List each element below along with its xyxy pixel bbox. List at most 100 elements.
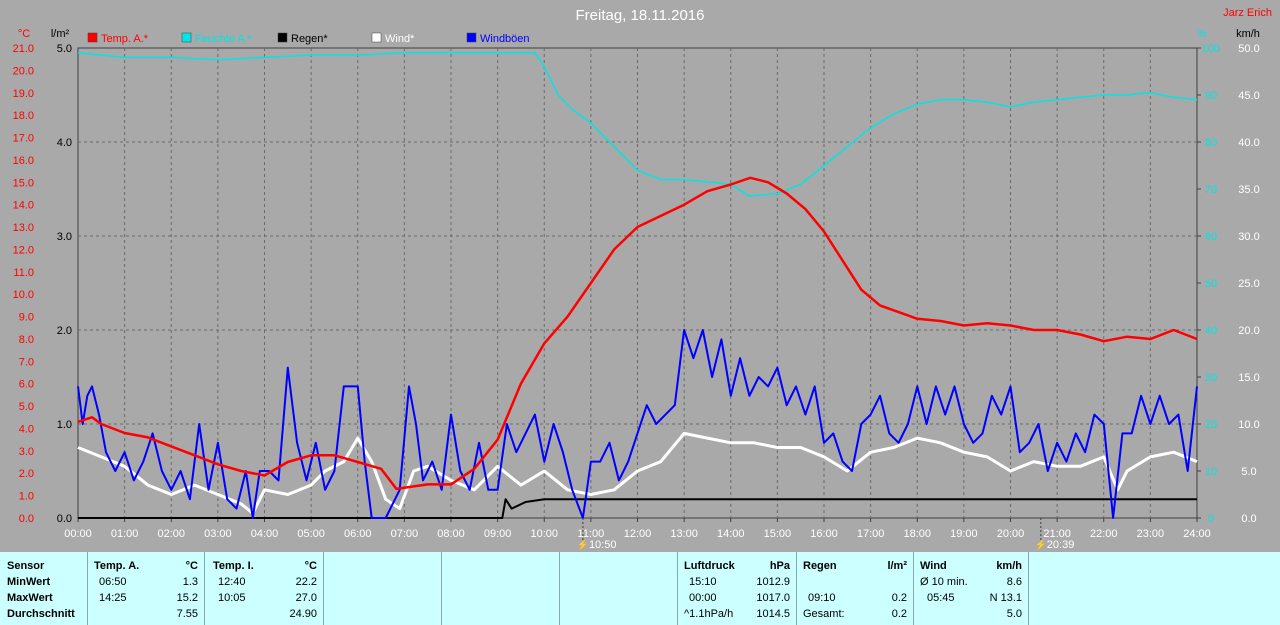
rain-tick-label: 4.0 — [57, 137, 72, 149]
stats-temp-i-avg-value: 24.90 — [289, 608, 317, 620]
temp-tick-label: 11.0 — [13, 267, 34, 279]
statistics-panel: Sensor MinWert MaxWert Durchschnitt Temp… — [0, 552, 1280, 625]
marker-label: 10:50 — [589, 539, 617, 551]
legend-swatch — [87, 32, 98, 43]
wind-tick-label: 0.0 — [1241, 513, 1256, 525]
x-tick-label: 20:00 — [997, 528, 1025, 540]
stats-wind-avg10-label: Ø 10 min. — [920, 576, 968, 588]
stats-pressure-unit: hPa — [769, 560, 790, 572]
stats-row-max-label: MaxWert — [7, 592, 53, 604]
x-tick-label: 09:00 — [484, 528, 512, 540]
x-tick-label: 08:00 — [437, 528, 465, 540]
stats-wind-unit: km/h — [996, 560, 1022, 572]
stats-rain-total-label: Gesamt: — [803, 608, 845, 620]
temp-tick-label: 17.0 — [13, 133, 34, 145]
temp-tick-label: 0.0 — [19, 513, 34, 525]
stats-empty-column — [324, 552, 442, 625]
x-tick-label: 05:00 — [297, 528, 325, 540]
x-tick-label: 13:00 — [670, 528, 698, 540]
legend-swatch — [277, 32, 288, 43]
temp-tick-label: 1.0 — [19, 491, 34, 503]
rain-axis-unit: l/m² — [51, 28, 70, 40]
stats-pressure-max-value: 1017.0 — [756, 592, 790, 604]
stats-temp-i-header: Temp. I. — [213, 560, 254, 572]
legend-label: Regen* — [291, 33, 328, 45]
stats-wind-max-value: N 13.1 — [989, 592, 1022, 604]
stats-temp-i-max-time: 10:05 — [218, 592, 246, 604]
wind-tick-label: 10.0 — [1238, 419, 1259, 431]
temp-tick-label: 7.0 — [19, 356, 34, 368]
humidity-tick-label: 30 — [1205, 372, 1217, 384]
legend-swatch — [466, 32, 477, 43]
series-line-feuchte-a — [77, 51, 1198, 197]
plot-series — [77, 51, 1198, 519]
temp-tick-label: 9.0 — [19, 312, 34, 324]
stats-temp-a-min-value: 1.3 — [182, 576, 198, 588]
legend-label: Wind* — [385, 33, 415, 45]
stats-empty-column — [442, 552, 560, 625]
x-tick-label: 18:00 — [903, 528, 931, 540]
temp-tick-label: 12.0 — [13, 244, 34, 256]
x-tick-label: 01:00 — [111, 528, 139, 540]
stats-pressure-min-time: 15:10 — [689, 576, 717, 588]
x-tick-label: 00:00 — [64, 528, 92, 540]
temp-tick-label: 6.0 — [19, 379, 34, 391]
x-tick-label: 19:00 — [950, 528, 978, 540]
stats-wind-avg-value: 5.0 — [1006, 608, 1022, 620]
stats-empty-column — [560, 552, 678, 625]
series-line-windb-en — [77, 329, 1198, 519]
wind-tick-label: 15.0 — [1238, 372, 1259, 384]
stats-temp-i-max-value: 27.0 — [295, 592, 317, 604]
humidity-tick-label: 50 — [1205, 278, 1217, 290]
rain-tick-label: 5.0 — [57, 43, 72, 55]
stats-temp-i-column: Temp. I. °C 12:40 22.2 10:05 27.0 24.90 — [205, 552, 324, 625]
temp-tick-label: 14.0 — [13, 200, 34, 212]
stats-rain-max-value: 0.2 — [891, 592, 907, 604]
stats-rain-header: Regen — [803, 560, 837, 572]
wind-tick-label: 20.0 — [1238, 325, 1259, 337]
temp-axis-unit: °C — [18, 28, 30, 40]
wind-tick-label: 25.0 — [1238, 278, 1259, 290]
wind-tick-label: 45.0 — [1238, 90, 1259, 102]
stats-temp-i-min-value: 22.2 — [295, 576, 317, 588]
rain-tick-label: 1.0 — [57, 419, 72, 431]
legend-label: Temp. A.* — [101, 33, 149, 45]
stats-rain-max-time: 09:10 — [808, 592, 836, 604]
x-tick-label: 17:00 — [857, 528, 885, 540]
stats-pressure-trend: ^1.1hPa/h — [684, 608, 734, 620]
series-line-wind — [77, 431, 1198, 515]
stats-temp-a-unit: °C — [185, 560, 198, 572]
x-tick-label: 22:00 — [1090, 528, 1118, 540]
stats-sensor-header: Sensor — [7, 560, 45, 572]
legend-swatch — [181, 32, 192, 43]
wind-tick-label: 30.0 — [1238, 231, 1259, 243]
rain-tick-label: 0.0 — [57, 513, 72, 525]
x-tick-label: 15:00 — [764, 528, 792, 540]
stats-pressure-avg-value: 1014.5 — [756, 608, 790, 620]
humidity-tick-label: 80 — [1205, 137, 1217, 149]
stats-temp-a-min-time: 06:50 — [99, 576, 127, 588]
legend-swatch — [371, 32, 382, 43]
temp-tick-label: 5.0 — [19, 401, 34, 413]
x-tick-label: 16:00 — [810, 528, 838, 540]
x-tick-label: 11:00 — [578, 528, 605, 540]
temp-tick-label: 20.0 — [13, 65, 34, 77]
temp-tick-label: 2.0 — [19, 468, 34, 480]
author-label: Jarz Erich — [1223, 7, 1272, 19]
humidity-tick-label: 60 — [1205, 231, 1217, 243]
stats-pressure-min-value: 1012.9 — [756, 576, 790, 588]
stats-temp-i-unit: °C — [304, 560, 317, 572]
x-tick-label: 06:00 — [344, 528, 372, 540]
rain-tick-label: 2.0 — [57, 325, 72, 337]
temp-tick-label: 16.0 — [13, 155, 34, 167]
legend-label: Windböen — [480, 33, 530, 45]
wind-axis-unit: km/h — [1236, 28, 1260, 40]
temp-tick-label: 21.0 — [13, 43, 34, 55]
rain-tick-label: 3.0 — [57, 231, 72, 243]
stats-wind-header: Wind — [920, 560, 947, 572]
humidity-tick-label: 10 — [1205, 466, 1217, 478]
humidity-tick-label: 70 — [1205, 184, 1217, 196]
x-tick-label: 07:00 — [391, 528, 419, 540]
humidity-tick-label: 20 — [1205, 419, 1217, 431]
stats-rain-total-value: 0.2 — [891, 608, 907, 620]
